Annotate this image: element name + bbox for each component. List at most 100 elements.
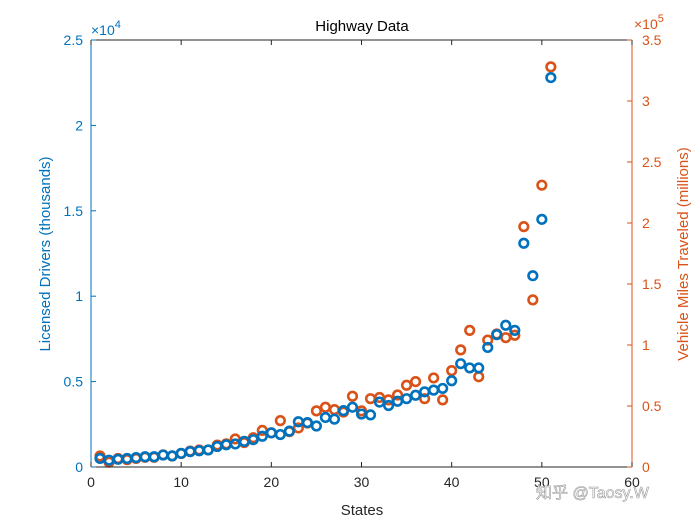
licensed-drivers-point xyxy=(536,213,548,225)
vehicle-miles-point xyxy=(428,372,440,384)
licensed-drivers-point xyxy=(292,416,304,428)
vehicle-miles-point xyxy=(400,379,413,391)
licensed-drivers-point xyxy=(346,401,359,413)
left-tick-label: 0 xyxy=(75,459,83,475)
licensed-drivers-point xyxy=(482,341,494,354)
vehicle-miles-point xyxy=(328,404,341,416)
left-axis-ticks: 0 0.5 1 1.5 2 2.5 xyxy=(64,32,96,475)
licensed-drivers-point xyxy=(545,71,557,84)
vehicle-miles-point xyxy=(346,390,359,402)
licensed-drivers-point xyxy=(337,405,350,417)
x-tick-label: 30 xyxy=(354,474,370,490)
licensed-drivers-point xyxy=(274,428,286,441)
licensed-drivers-point xyxy=(283,425,295,437)
right-tick-label: 1.5 xyxy=(642,276,662,292)
licensed-drivers-point xyxy=(256,430,268,442)
right-tick-label: 3.5 xyxy=(642,32,662,48)
licensed-drivers-point xyxy=(400,393,413,405)
right-tick-label: 0 xyxy=(642,459,650,475)
x-ticks: 0 10 20 30 40 50 60 xyxy=(87,40,640,490)
licensed-drivers-point xyxy=(157,449,169,461)
vehicle-miles-point xyxy=(410,376,422,388)
x-tick-label: 20 xyxy=(264,474,280,490)
left-tick-label: 0.5 xyxy=(64,374,84,390)
licensed-drivers-point xyxy=(112,453,124,465)
left-tick-label: 2.5 xyxy=(64,32,84,48)
x-axis-label: States xyxy=(341,502,384,519)
licensed-drivers-point xyxy=(130,452,142,464)
right-tick-label: 2.5 xyxy=(642,154,662,170)
vehicle-miles-point xyxy=(527,294,539,306)
right-axis-exponent: ×105 xyxy=(634,13,664,32)
licensed-drivers-point xyxy=(220,439,232,451)
vehicle-miles-point xyxy=(391,389,404,401)
vehicle-miles-point xyxy=(364,393,377,405)
vehicle-miles-point xyxy=(437,394,449,406)
licensed-drivers-point xyxy=(509,324,521,336)
vehicle-miles-point xyxy=(536,179,548,191)
x-tick-label: 10 xyxy=(173,474,189,490)
vehicle-miles-point xyxy=(419,393,431,405)
vehicle-miles-point xyxy=(319,401,332,413)
left-tick-label: 2 xyxy=(75,117,83,133)
licensed-drivers-point xyxy=(428,384,440,396)
licensed-drivers-point xyxy=(184,446,196,458)
licensed-drivers-point xyxy=(373,396,386,408)
licensed-drivers-point xyxy=(175,447,187,459)
vehicle-miles-point xyxy=(518,221,530,233)
licensed-drivers-point xyxy=(527,270,539,282)
chart-title: Highway Data xyxy=(315,18,409,35)
vehicle-miles-point xyxy=(274,415,286,427)
licensed-drivers-point xyxy=(265,427,277,439)
left-axis-exponent-base: ×10 xyxy=(91,22,115,38)
vehicle-miles-point xyxy=(545,61,557,73)
licensed-drivers-point xyxy=(328,413,341,425)
licensed-drivers-point xyxy=(166,450,178,462)
right-tick-label: 2 xyxy=(642,215,650,231)
right-axis-label: Vehicle Miles Traveled (millions) xyxy=(675,147,692,360)
licensed-drivers-point xyxy=(364,409,377,421)
vehicle-miles-point xyxy=(509,329,521,341)
licensed-drivers-point xyxy=(500,319,512,331)
x-tick-label: 0 xyxy=(87,474,95,490)
licensed-drivers-point xyxy=(247,434,259,446)
licensed-drivers-point xyxy=(464,362,476,374)
licensed-drivers-point xyxy=(491,329,503,341)
series-licensed-drivers xyxy=(94,71,557,466)
licensed-drivers-point xyxy=(121,452,133,465)
right-tick-label: 1 xyxy=(642,337,650,353)
licensed-drivers-point xyxy=(382,399,395,412)
licensed-drivers-point xyxy=(301,416,314,429)
right-axis-exponent-base: ×10 xyxy=(634,16,658,32)
right-axis-exponent-power: 5 xyxy=(658,13,664,25)
licensed-drivers-point xyxy=(518,237,530,249)
licensed-drivers-point xyxy=(202,444,214,456)
right-tick-label: 0.5 xyxy=(642,398,662,414)
licensed-drivers-point xyxy=(139,451,151,463)
licensed-drivers-point xyxy=(455,358,467,370)
licensed-drivers-point xyxy=(473,362,485,374)
right-axis-ticks: 0 0.5 1 1.5 2 2.5 3 3.5 xyxy=(627,32,662,475)
left-tick-label: 1.5 xyxy=(64,203,84,219)
x-tick-label: 40 xyxy=(444,474,460,490)
licensed-drivers-point xyxy=(419,386,431,398)
vehicle-miles-point xyxy=(310,405,323,417)
licensed-drivers-point xyxy=(103,454,115,466)
licensed-drivers-point xyxy=(238,435,250,447)
left-axis-exponent-power: 4 xyxy=(115,19,121,31)
vehicle-miles-point xyxy=(446,365,458,377)
licensed-drivers-point xyxy=(211,440,223,453)
x-tick-label: 50 xyxy=(534,474,550,490)
x-tick-label: 60 xyxy=(624,474,640,490)
licensed-drivers-point xyxy=(148,451,160,463)
licensed-drivers-point xyxy=(437,382,449,395)
left-axis-exponent: ×104 xyxy=(91,19,121,38)
licensed-drivers-point xyxy=(410,389,422,401)
left-tick-label: 1 xyxy=(75,288,83,304)
licensed-drivers-point xyxy=(319,411,332,424)
vehicle-miles-point xyxy=(292,422,304,434)
licensed-drivers-point xyxy=(193,445,205,457)
watermark: 知乎 @Taosy.W xyxy=(536,484,650,502)
